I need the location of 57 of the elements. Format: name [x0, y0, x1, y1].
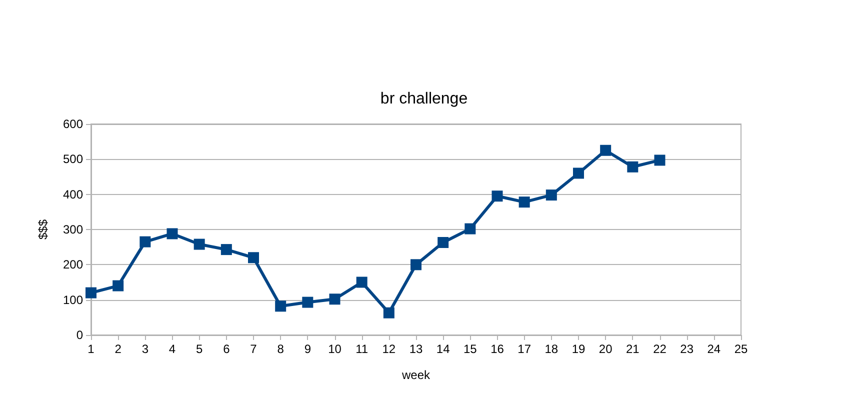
y-axis-title: $$$ — [36, 219, 50, 240]
point — [438, 237, 449, 248]
point — [329, 294, 340, 305]
point — [627, 161, 638, 172]
y-tick-label: 400 — [62, 187, 84, 202]
x-tick-label: 14 — [436, 342, 450, 356]
x-axis-title: week — [400, 368, 432, 382]
x-tick-label: 6 — [223, 342, 230, 356]
y-tick-label: 600 — [62, 117, 84, 131]
point — [546, 190, 557, 201]
point — [112, 280, 124, 292]
x-tick-label: 4 — [168, 342, 176, 356]
point — [573, 168, 584, 179]
x-tick-label: 3 — [142, 342, 149, 356]
x-tick-label: 11 — [356, 342, 368, 356]
y-tick-label: 200 — [62, 258, 84, 272]
point — [275, 300, 286, 312]
x-tick-label: 2 — [114, 342, 122, 356]
point — [410, 259, 422, 270]
x-tick-label: 23 — [680, 342, 694, 356]
point — [140, 236, 151, 248]
x-tick-label: 24 — [707, 342, 721, 356]
point — [248, 252, 259, 264]
x-tick-label: 5 — [196, 342, 203, 356]
x-tick-label: 17 — [518, 342, 532, 356]
x-tick-label: 1 — [88, 342, 95, 356]
point — [356, 276, 368, 288]
x-tick-label: 12 — [382, 342, 396, 356]
x-tick-label: 20 — [598, 342, 613, 356]
x-tick-label: 7 — [250, 342, 258, 356]
point — [302, 296, 314, 308]
point — [86, 287, 96, 298]
x-tick-label: 19 — [572, 342, 586, 356]
point — [464, 223, 476, 234]
point — [600, 144, 612, 156]
point — [194, 238, 205, 250]
point — [492, 190, 503, 202]
x-tick-label: 18 — [544, 342, 558, 356]
y-tick-label: 500 — [62, 152, 84, 166]
y-tick-label: 300 — [62, 222, 84, 236]
point — [383, 307, 394, 318]
x-tick-label: 10 — [328, 342, 342, 356]
x-tick-label: 16 — [490, 342, 504, 356]
y-tick-label: 0 — [76, 328, 84, 342]
point — [654, 154, 666, 166]
point — [166, 228, 178, 240]
x-tick-label: 22 — [653, 342, 667, 356]
point — [220, 244, 232, 256]
x-tick-label: 15 — [463, 342, 478, 356]
x-tick-label: 25 — [734, 342, 748, 356]
point — [518, 196, 530, 208]
x-tick-label: 8 — [277, 342, 284, 356]
y-tick-label: 100 — [62, 292, 84, 307]
chart-title: br challenge — [380, 90, 468, 108]
x-tick-label: 21 — [626, 342, 640, 356]
x-tick-label: 13 — [409, 342, 423, 356]
x-tick-label: 9 — [304, 342, 312, 356]
